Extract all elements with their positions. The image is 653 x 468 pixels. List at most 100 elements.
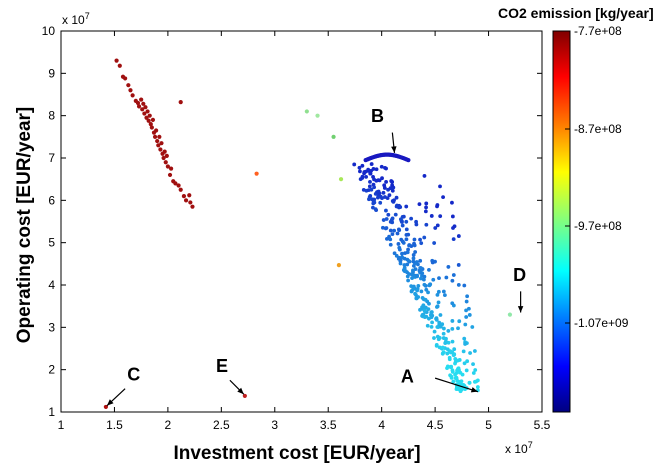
data-point <box>390 180 395 184</box>
data-point <box>360 163 365 168</box>
data-point <box>384 208 388 213</box>
annotation-arrowhead <box>106 399 114 406</box>
data-point <box>436 289 441 294</box>
data-point <box>159 141 164 146</box>
data-point <box>437 345 442 350</box>
annotation-arrowhead <box>517 306 524 313</box>
data-point <box>393 212 398 217</box>
data-point <box>450 319 455 323</box>
data-point <box>440 351 445 356</box>
data-point <box>404 227 409 232</box>
x-tick-label: 5 <box>485 418 492 432</box>
colorbar-tick-label: -8.7e+08 <box>574 122 622 136</box>
data-point <box>178 100 183 105</box>
data-point <box>406 278 411 283</box>
data-point <box>464 299 469 304</box>
data-point <box>418 258 423 263</box>
data-point <box>371 174 375 179</box>
data-point <box>450 326 455 331</box>
data-point <box>409 216 414 221</box>
x-tick-label: 1 <box>58 418 65 432</box>
data-point <box>336 263 342 268</box>
data-point <box>152 134 158 139</box>
data-point <box>432 336 436 340</box>
data-point <box>404 233 409 237</box>
data-point <box>181 194 187 199</box>
data-point <box>422 274 427 279</box>
data-point <box>430 313 435 318</box>
data-point <box>418 269 423 274</box>
data-point <box>446 265 451 269</box>
data-point <box>434 343 439 347</box>
data-point <box>411 286 416 291</box>
annotations: A B C D E <box>106 106 526 407</box>
data-point <box>183 198 189 203</box>
data-point <box>462 336 467 341</box>
data-point <box>338 177 344 182</box>
data-point <box>369 162 374 166</box>
data-point <box>435 305 439 309</box>
data-point <box>368 193 373 198</box>
data-point <box>149 125 154 130</box>
data-point <box>141 101 146 106</box>
data-point <box>432 241 437 245</box>
data-point <box>445 347 450 352</box>
data-point <box>388 228 393 233</box>
data-point <box>438 313 443 317</box>
x-axis: 1 1.5 2 2.5 3 3.5 4 4.5 5 5.5 <box>58 31 551 432</box>
data-point <box>416 283 421 288</box>
data-point <box>413 250 418 254</box>
data-point <box>148 122 153 127</box>
data-point <box>358 169 362 174</box>
data-point <box>404 237 409 242</box>
annotation-label: E <box>216 356 228 376</box>
data-point <box>130 93 135 98</box>
data-point <box>406 259 411 263</box>
y-tick-label: 4 <box>48 278 55 292</box>
data-point <box>242 393 247 399</box>
y-exponent-label: x 107 <box>62 11 90 27</box>
data-point <box>464 315 469 319</box>
data-point <box>450 214 455 219</box>
data-point <box>368 179 372 184</box>
data-point <box>395 231 400 236</box>
data-point <box>139 97 144 102</box>
data-point <box>143 105 148 110</box>
data-point <box>450 200 454 205</box>
data-point <box>423 209 428 214</box>
data-point <box>406 247 410 252</box>
data-point <box>400 223 405 228</box>
data-point <box>451 237 456 241</box>
data-point <box>427 268 431 272</box>
data-point <box>435 292 440 297</box>
data-point <box>369 187 374 192</box>
data-point <box>140 107 145 112</box>
y-tick-label: 2 <box>48 363 55 377</box>
y-tick-label: 6 <box>48 193 55 207</box>
data-point <box>472 349 477 353</box>
data-point <box>384 179 388 184</box>
data-point <box>450 278 455 283</box>
data-point <box>507 312 513 317</box>
data-point <box>436 300 441 305</box>
data-point <box>404 204 409 209</box>
y-tick-label: 10 <box>42 24 56 38</box>
y-tick-label: 3 <box>48 320 55 334</box>
data-point <box>142 111 147 116</box>
data-point <box>415 274 420 279</box>
data-point <box>435 203 440 207</box>
data-point <box>254 171 259 176</box>
data-point <box>388 219 393 224</box>
data-point <box>454 376 459 381</box>
annotation-arrowhead <box>470 387 478 393</box>
data-point <box>457 319 462 324</box>
data-point <box>360 176 365 180</box>
colorbar-tick-label: -9.7e+08 <box>574 219 622 233</box>
data-point <box>396 227 401 232</box>
data-point <box>438 214 443 219</box>
data-point <box>449 364 454 369</box>
data-point <box>475 378 480 383</box>
data-point <box>380 176 384 181</box>
data-point <box>117 63 122 68</box>
data-point <box>466 306 471 311</box>
